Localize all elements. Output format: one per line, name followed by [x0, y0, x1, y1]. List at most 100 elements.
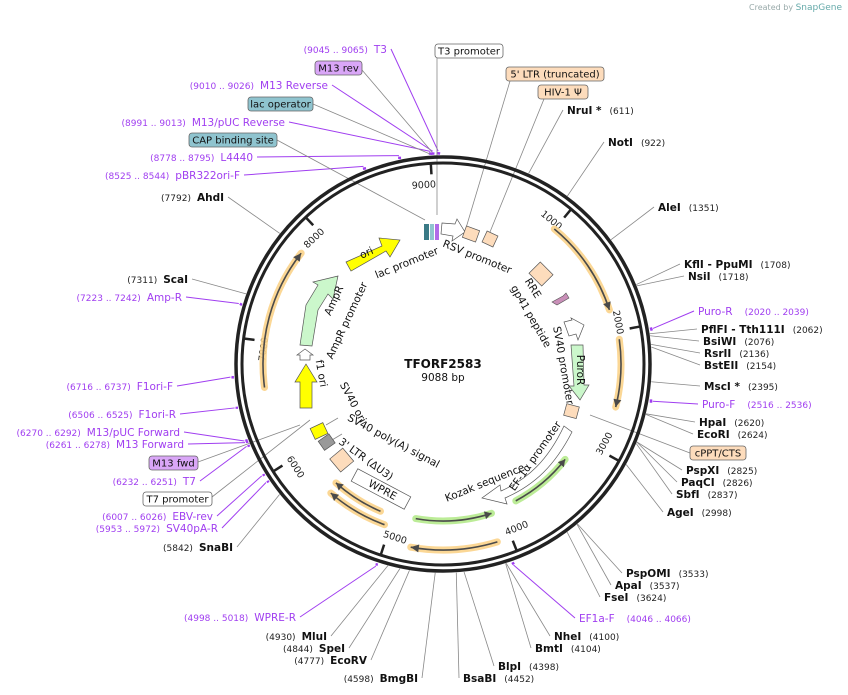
- enzyme-leader-line: [567, 141, 605, 197]
- enzyme-site-label[interactable]: (4930) MluI: [266, 631, 327, 643]
- primer-name: F1ori-F: [137, 381, 173, 393]
- ampr-promoter-arrow[interactable]: [295, 348, 315, 361]
- feature-callout[interactable]: T7 promoter: [142, 491, 213, 507]
- feature-callout[interactable]: M13 rev: [314, 60, 363, 76]
- primer-label[interactable]: EF1a-F (4046 .. 4066): [579, 613, 691, 625]
- enzyme-site-label[interactable]: NsiI (1718): [688, 271, 748, 283]
- rre-block[interactable]: [528, 261, 554, 287]
- enzyme-site-label[interactable]: (5842) SnaBI: [163, 542, 233, 554]
- primer-label[interactable]: (6261 .. 6278) M13 Forward: [46, 439, 184, 451]
- enzyme-position: (2395): [748, 383, 778, 393]
- enzyme-site-label[interactable]: PflFI - Tth111I (2062): [701, 324, 823, 336]
- enzyme-site-label[interactable]: NotI (922): [608, 137, 665, 149]
- f1-ori-arrow[interactable]: [294, 363, 318, 409]
- enzyme-site-label[interactable]: KflI - PpuMI (1708): [684, 259, 790, 271]
- primer-leader-line: [187, 442, 246, 445]
- sv40-polya-block[interactable]: [317, 433, 336, 451]
- feature-callout[interactable]: HIV-1 Ψ: [537, 84, 589, 100]
- puror-arrow[interactable]: [568, 344, 590, 401]
- primer-label[interactable]: (8778 .. 8795) L4440: [150, 152, 253, 164]
- enzyme-site-label[interactable]: PaqCI (2826): [681, 477, 753, 489]
- plasmid-length: 9088 bp: [421, 372, 465, 384]
- primer-label[interactable]: Puro-F (2516 .. 2536): [702, 399, 812, 411]
- enzyme-site-label[interactable]: FseI (3624): [604, 592, 666, 604]
- tick-mark: [429, 163, 433, 175]
- primer-label[interactable]: (9045 .. 9065) T3: [304, 44, 387, 56]
- ef1a-promoter-arrow[interactable]: [481, 425, 573, 505]
- enzyme-site-label[interactable]: (7792) AhdI: [161, 192, 224, 204]
- enzyme-leader-line: [635, 443, 673, 495]
- ampr-arrow[interactable]: [299, 275, 339, 347]
- feature-callout[interactable]: 5' LTR (truncated): [505, 66, 605, 82]
- feature-callout[interactable]: CAP binding site: [188, 132, 278, 148]
- enzyme-name: NsiI: [688, 271, 711, 283]
- cppt-block[interactable]: [563, 403, 580, 420]
- primer-label[interactable]: (8525 .. 8544) pBR322ori-F: [105, 170, 240, 182]
- enzyme-name: NruI *: [567, 105, 602, 117]
- enzyme-site-label[interactable]: (4844) SpeI: [283, 643, 345, 655]
- enzyme-site-label[interactable]: BsiWI (2076): [703, 336, 774, 348]
- primer-label[interactable]: (5953 .. 5972) SV40pA-R: [96, 523, 218, 535]
- primer-label[interactable]: (8991 .. 9013) M13/pUC Reverse: [122, 117, 285, 129]
- primer-label[interactable]: Puro-R (2020 .. 2039): [698, 306, 809, 318]
- enzyme-site-label[interactable]: AleI (1351): [658, 202, 719, 214]
- enzyme-site-label[interactable]: AgeI (2998): [667, 507, 732, 519]
- wpre-block[interactable]: [350, 468, 412, 510]
- feature-callout[interactable]: M13 fwd: [148, 455, 199, 471]
- primer-label[interactable]: (7223 .. 7242) Amp-R: [77, 292, 182, 304]
- enzyme-site-label[interactable]: (4598) BmgBI: [344, 673, 418, 685]
- enzyme-site-label[interactable]: SbfI (2837): [676, 489, 738, 501]
- enzyme-site-label[interactable]: BmtI (4104): [535, 643, 601, 655]
- primer-label[interactable]: (4998 .. 5018) WPRE-R: [184, 612, 296, 624]
- enzyme-site-label[interactable]: EcoRI (2624): [697, 429, 768, 441]
- feature-callout[interactable]: cPPT/CTS: [689, 445, 747, 461]
- lac-operator-block[interactable]: [430, 224, 434, 240]
- primer-leader-line: [221, 482, 267, 529]
- enzyme-site-label[interactable]: PspOMI (3533): [626, 568, 709, 580]
- primer-label[interactable]: (6232 .. 6251) T7: [113, 476, 196, 488]
- ori-arrow[interactable]: [345, 237, 401, 272]
- enzyme-site-label[interactable]: (7311) ScaI: [127, 274, 188, 286]
- enzyme-site-label[interactable]: (4777) EcoRV: [294, 655, 368, 667]
- enzyme-site-label[interactable]: BstEII (2154): [704, 360, 776, 372]
- primer-label[interactable]: (6007 .. 6026) EBV-rev: [102, 511, 213, 523]
- orf-arc-green-arrowhead: [483, 511, 492, 520]
- primer-binding-mark: [362, 167, 367, 171]
- sv40-ori-block[interactable]: [309, 422, 329, 440]
- enzyme-leader-line: [566, 531, 601, 598]
- enzyme-site-label[interactable]: BlpI (4398): [498, 661, 559, 673]
- primer-binding-mark: [511, 561, 515, 566]
- enzyme-site-label[interactable]: NheI (4100): [554, 631, 619, 643]
- enzyme-name: BsiWI: [703, 336, 736, 348]
- orf-arc[interactable]: [262, 252, 302, 388]
- rsv-promoter-arrow[interactable]: [440, 218, 466, 242]
- gp41-arrow[interactable]: [551, 292, 570, 306]
- sv40-promoter-arrow[interactable]: [563, 317, 585, 342]
- orf-arc-arrowhead: [603, 301, 611, 310]
- orf-arc[interactable]: [553, 228, 611, 311]
- primer-label[interactable]: (9010 .. 9026) M13 Reverse: [190, 80, 328, 92]
- orf-arcs: [259, 225, 625, 554]
- m13-rev-block[interactable]: [435, 224, 439, 240]
- enzyme-site-label[interactable]: HpaI (2620): [699, 417, 764, 429]
- enzyme-site-label[interactable]: ApaI (3537): [615, 580, 680, 592]
- enzyme-site-label[interactable]: NruI * (611): [567, 105, 634, 117]
- enzyme-site-label[interactable]: BsaBI (4452): [463, 673, 534, 685]
- enzyme-site-label[interactable]: PspXI (2825): [686, 465, 757, 477]
- primer-label[interactable]: (6506 .. 6525) F1ori-R: [68, 409, 176, 421]
- primer-label[interactable]: (6716 .. 6737) F1ori-F: [67, 381, 174, 393]
- tick-mark: [272, 464, 284, 473]
- primer-label[interactable]: (6270 .. 6292) M13/pUC Forward: [17, 427, 180, 439]
- enzyme-position: (3537): [650, 582, 680, 592]
- cap-binding-site-block[interactable]: [424, 224, 429, 240]
- enzyme-leader-line: [455, 572, 460, 679]
- enzyme-site-label[interactable]: MscI * (2395): [704, 381, 778, 393]
- feature-callout[interactable]: lac operator: [247, 96, 314, 112]
- enzyme-site-label[interactable]: RsrII (2136): [704, 348, 769, 360]
- enzyme-position: (4598): [344, 675, 374, 685]
- feature-callout[interactable]: T3 promoter: [434, 43, 504, 59]
- 5-ltr-block[interactable]: [461, 225, 481, 243]
- 3-ltr-block[interactable]: [329, 447, 355, 473]
- enzyme-position: (4930): [266, 633, 296, 643]
- hiv-psi-block[interactable]: [481, 230, 499, 248]
